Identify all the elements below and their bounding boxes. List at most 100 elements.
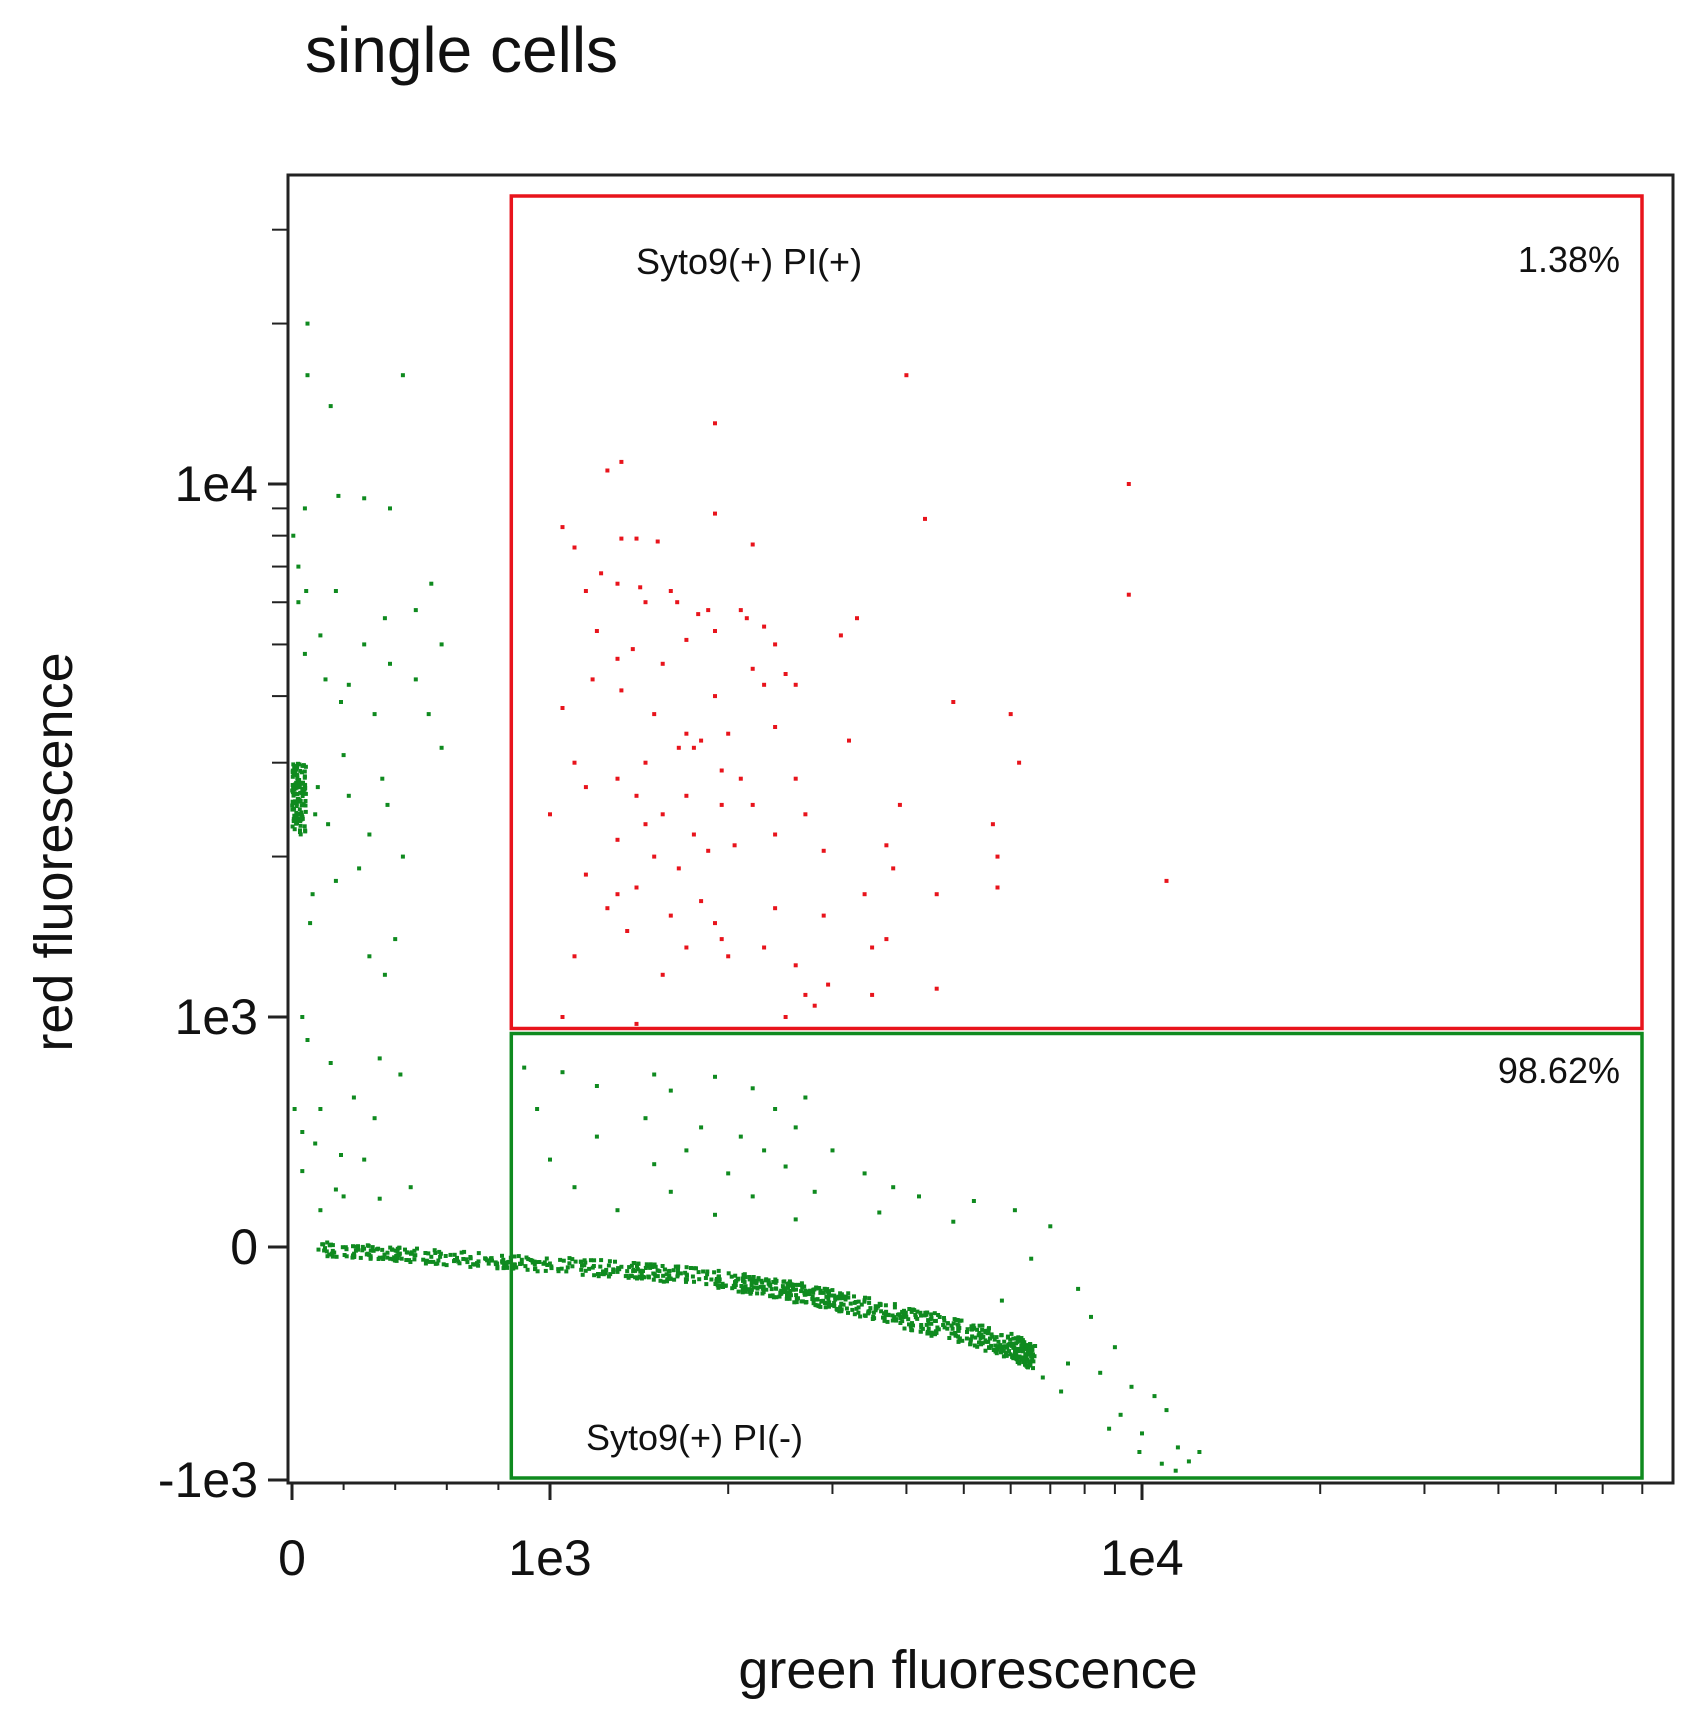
green-event-point [615, 1208, 620, 1213]
green-event-point [305, 1038, 310, 1042]
red-event-point [719, 802, 724, 807]
green-event-point [952, 1317, 957, 1322]
green-event-point [432, 1248, 437, 1253]
green-event-point [508, 1255, 513, 1260]
red-event-point [643, 822, 648, 827]
green-event-point [533, 1266, 538, 1271]
green-event-point [761, 1284, 766, 1289]
green-event-point [777, 1294, 782, 1299]
green-event-point [919, 1325, 924, 1330]
green-event-point [823, 1305, 828, 1310]
green-event-point [326, 822, 331, 827]
green-event-point [362, 496, 367, 501]
green-event-point [684, 1148, 689, 1153]
green-event-point [838, 1305, 843, 1310]
green-event-point [380, 1247, 385, 1252]
green-event-point [360, 1248, 365, 1253]
green-event-point [388, 506, 392, 511]
green-event-point [768, 1283, 773, 1288]
green-event-point [726, 1271, 731, 1276]
green-event-point [292, 827, 297, 832]
green-event-point [712, 1270, 717, 1275]
green-event-point [796, 1296, 800, 1301]
green-event-point [684, 1279, 688, 1284]
green-event-point [436, 1258, 441, 1263]
gate-percent-label: 98.62% [1498, 1050, 1620, 1091]
green-event-point [635, 1267, 640, 1272]
green-event-point [986, 1339, 991, 1344]
green-event-point [977, 1331, 982, 1335]
green-event-point [652, 1072, 657, 1077]
green-event-point [730, 1286, 735, 1291]
green-event-point [303, 786, 308, 791]
green-event-point [388, 661, 392, 666]
green-event-point [995, 1347, 1000, 1352]
green-event-point [298, 832, 303, 837]
green-event-point [925, 1329, 930, 1334]
minor-ticks [272, 228, 1644, 1494]
green-event-point [1030, 1347, 1035, 1352]
green-event-point [290, 774, 295, 779]
green-event-point [846, 1291, 851, 1296]
green-event-point [545, 1263, 550, 1267]
green-event-point [755, 1285, 760, 1290]
green-event-point [684, 1265, 689, 1270]
green-event-point [747, 1277, 752, 1282]
green-event-point [532, 1259, 537, 1264]
green-event-point [668, 1189, 673, 1194]
green-event-point [601, 1269, 605, 1274]
green-event-point [779, 1288, 784, 1293]
green-event-point [511, 1266, 516, 1271]
green-event-point [302, 506, 307, 511]
green-event-point [313, 812, 318, 817]
green-event-point [1137, 1450, 1142, 1454]
green-event-point [1028, 1363, 1033, 1368]
gates: Syto9(+) PI(+) 1.38% Syto9(+) PI(-) 98.62% [509, 194, 1644, 1480]
green-event-point [926, 1318, 931, 1323]
green-event-point [532, 1262, 537, 1267]
red-event-point [995, 885, 1000, 890]
green-event-point [346, 682, 351, 687]
red-event-point [862, 892, 867, 897]
green-event-point [321, 1242, 326, 1247]
green-event-point [856, 1310, 861, 1315]
y-axis-label: red fluorescence [24, 652, 84, 1051]
green-event-point [392, 1258, 397, 1263]
green-event-point [1004, 1353, 1009, 1358]
green-event-point [385, 1255, 390, 1260]
green-event-point [1152, 1394, 1157, 1399]
green-event-point [972, 1343, 977, 1348]
green-event-point [853, 1300, 858, 1304]
green-event-point [296, 564, 301, 569]
green-event-point [448, 1252, 453, 1257]
green-event-point [594, 1134, 599, 1139]
green-event-point [908, 1324, 913, 1329]
green-event-point [291, 817, 296, 822]
red-event-point [583, 872, 588, 877]
green-event-point [799, 1289, 804, 1294]
green-event-point [858, 1314, 863, 1319]
green-event-point [635, 1264, 639, 1268]
green-event-point [471, 1262, 476, 1267]
green-event-point [1016, 1336, 1021, 1341]
green-event-point [580, 1263, 584, 1268]
red-event-point [643, 600, 648, 605]
green-event-point [866, 1311, 871, 1316]
green-event-point [623, 1274, 628, 1279]
green-event-point [290, 768, 295, 773]
green-event-point [582, 1258, 587, 1263]
y-tick-label: 0 [230, 1219, 258, 1275]
green-event-point [558, 1257, 563, 1262]
green-event-point [729, 1274, 734, 1279]
green-event-point [897, 1312, 902, 1317]
green-event-point [883, 1303, 888, 1308]
green-event-point [791, 1286, 795, 1291]
red-event-point [548, 812, 552, 817]
red-event-point [572, 545, 577, 550]
green-event-point [1029, 1344, 1034, 1349]
green-event-point [926, 1326, 931, 1331]
red-event-point [615, 776, 620, 781]
green-event-point [556, 1269, 561, 1274]
green-event-point [1175, 1445, 1180, 1450]
green-event-point [333, 589, 338, 593]
